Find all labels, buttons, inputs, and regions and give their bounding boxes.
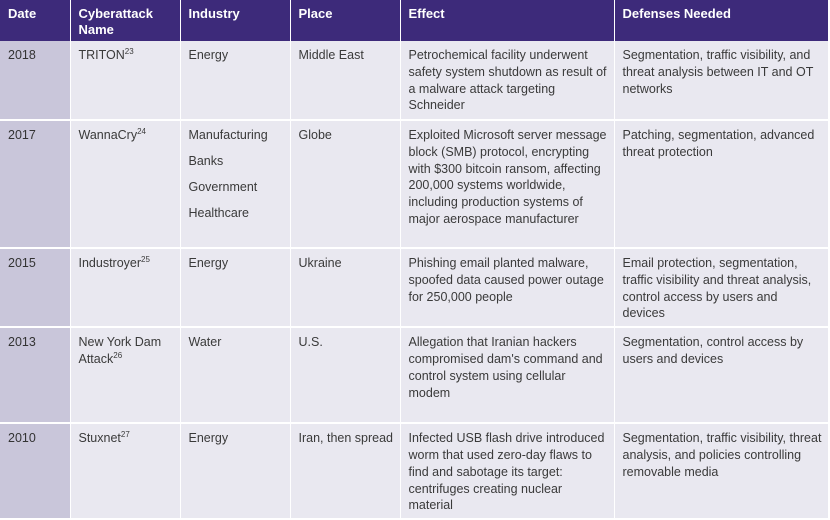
footnote-ref: 24 bbox=[137, 127, 146, 136]
industry-item: Banks bbox=[188, 154, 224, 168]
name-cell: New York Dam Attack26 bbox=[70, 327, 181, 425]
date-cell: 2013 bbox=[0, 327, 71, 425]
date-cell: 2018 bbox=[0, 41, 71, 121]
table-row: 2015 Industroyer25 Energy Ukraine Phishi… bbox=[0, 248, 829, 329]
defenses-cell: Segmentation, traffic visibility, threat… bbox=[614, 423, 829, 520]
date-cell: 2017 bbox=[0, 120, 71, 249]
place-cell: Iran, then spread bbox=[290, 423, 401, 520]
effect-cell: Exploited Microsoft server message block… bbox=[400, 120, 615, 249]
effect-cell: Phishing email planted malware, spoofed … bbox=[400, 248, 615, 329]
name-cell: TRITON23 bbox=[70, 41, 181, 121]
date-value: 2010 bbox=[8, 431, 36, 446]
industry-item: Energy bbox=[188, 48, 229, 62]
industry-item: Energy bbox=[188, 431, 229, 446]
industry-cell: Energy bbox=[180, 41, 291, 121]
name-cell: Industroyer25 bbox=[70, 248, 181, 329]
attack-name: WannaCry bbox=[78, 128, 138, 142]
defenses-cell: Email protection, segmentation, traffic … bbox=[614, 248, 829, 329]
name-cell: WannaCry24 bbox=[70, 120, 181, 249]
effect-cell: Petrochemical facility underwent safety … bbox=[400, 41, 615, 121]
industry-item: Manufacturing bbox=[188, 128, 268, 142]
name-cell: Stuxnet27 bbox=[70, 423, 181, 520]
footnote-ref: 25 bbox=[141, 255, 150, 264]
effect-cell: Allegation that Iranian hackers compromi… bbox=[400, 327, 615, 425]
footnote-ref: 23 bbox=[124, 47, 134, 56]
place-cell: Middle East bbox=[290, 41, 401, 121]
industry-cell: Manufacturing Banks Government Healthcar… bbox=[180, 120, 291, 249]
attack-name: TRITON bbox=[78, 48, 125, 62]
date-value: 2018 bbox=[8, 48, 36, 62]
industry-item: Water bbox=[188, 335, 222, 350]
header-row: Date Cyberattack Name Industry Place Eff… bbox=[0, 0, 829, 41]
header-date: Date bbox=[0, 0, 71, 41]
attack-name: Stuxnet bbox=[78, 431, 121, 446]
date-cell: 2015 bbox=[0, 248, 71, 329]
industry-item: Healthcare bbox=[188, 206, 249, 220]
effect-cell: Infected USB flash drive introduced worm… bbox=[400, 423, 615, 520]
place-cell: Globe bbox=[290, 120, 401, 249]
footnote-ref: 27 bbox=[120, 430, 130, 440]
industry-cell: Energy bbox=[180, 423, 291, 520]
industry-cell: Energy bbox=[180, 248, 291, 329]
defenses-cell: Segmentation, traffic visibility, and th… bbox=[614, 41, 829, 121]
defenses-cell: Patching, segmentation, advanced threat … bbox=[614, 120, 829, 249]
place-cell: U.S. bbox=[290, 327, 401, 425]
header-industry: Industry bbox=[180, 0, 291, 41]
date-value: 2013 bbox=[8, 335, 36, 350]
table-row: 2013 New York Dam Attack26 Water U.S. Al… bbox=[0, 327, 829, 425]
defenses-cell: Segmentation, control access by users an… bbox=[614, 327, 829, 425]
footnote-ref: 26 bbox=[113, 350, 123, 360]
header-name: Cyberattack Name bbox=[70, 0, 181, 41]
place-cell: Ukraine bbox=[290, 248, 401, 329]
header-defenses: Defenses Needed bbox=[614, 0, 829, 41]
table-row: 2010 Stuxnet27 Energy Iran, then spread … bbox=[0, 423, 829, 520]
date-cell: 2010 bbox=[0, 423, 71, 520]
attack-name: Industroyer bbox=[78, 256, 142, 270]
header-place: Place bbox=[290, 0, 401, 41]
date-value: 2017 bbox=[8, 128, 36, 142]
attack-name: New York Dam Attack bbox=[78, 335, 162, 366]
table-row: 2018 TRITON23 Energy Middle East Petroch… bbox=[0, 41, 829, 121]
industry-item: Government bbox=[188, 180, 258, 194]
header-effect: Effect bbox=[400, 0, 615, 41]
industry-cell: Water bbox=[180, 327, 291, 425]
industry-item: Energy bbox=[188, 256, 229, 270]
table-row: 2017 WannaCry24 Manufacturing Banks Gove… bbox=[0, 120, 829, 249]
date-value: 2015 bbox=[8, 256, 36, 270]
